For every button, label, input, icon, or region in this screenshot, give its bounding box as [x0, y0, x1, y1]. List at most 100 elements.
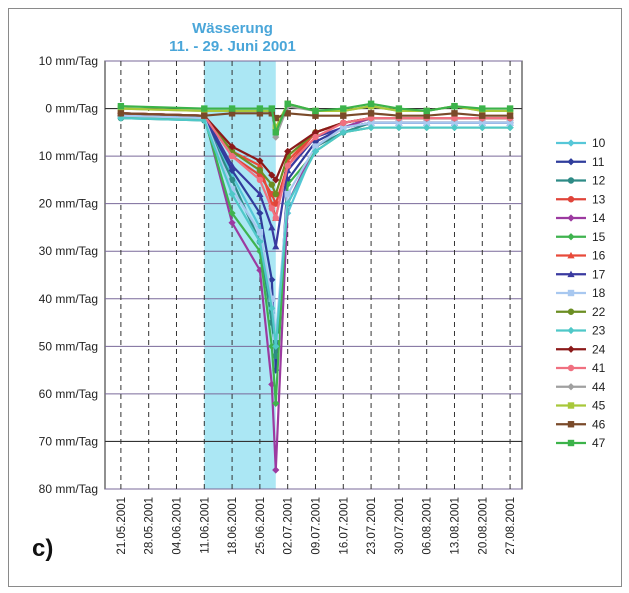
data-point-17 [272, 242, 280, 250]
legend-item-10: 10 [556, 136, 606, 150]
data-point-12 [228, 176, 236, 184]
data-point-47 [228, 105, 236, 112]
legend-item-45: 45 [556, 399, 606, 413]
legend-item-24: 24 [556, 342, 606, 356]
legend-item-17: 17 [556, 267, 606, 281]
data-point-41 [312, 133, 319, 141]
x-tick-label: 16.07.2001 [338, 497, 350, 555]
legend-item-23: 23 [556, 324, 606, 338]
data-point-18 [479, 119, 486, 127]
data-point-41 [268, 205, 275, 212]
chart-title: Wässerung [192, 20, 273, 37]
legend-swatch-marker [567, 326, 575, 335]
data-point-17 [256, 190, 264, 198]
y-tick-label: 10 mm/Tag [39, 54, 98, 68]
legend-label: 23 [592, 324, 606, 338]
data-point-47 [367, 100, 375, 107]
legend-swatch-marker [567, 289, 575, 297]
data-point-46 [479, 112, 486, 119]
legend-item-15: 15 [556, 230, 606, 244]
data-point-41 [340, 119, 347, 127]
data-point-22 [272, 190, 279, 198]
data-point-47 [506, 105, 514, 112]
data-point-18 [451, 119, 458, 127]
data-point-47 [256, 105, 264, 112]
legend-swatch-marker [567, 402, 575, 409]
data-point-23 [311, 147, 320, 155]
y-tick-label: 60 mm/Tag [39, 387, 98, 401]
data-point-23 [268, 304, 276, 312]
legend-item-22: 22 [556, 305, 606, 319]
data-point-23 [395, 123, 403, 132]
legend-item-41: 41 [556, 361, 606, 375]
data-point-14 [228, 219, 236, 227]
x-tick-label: 27.08.2001 [505, 497, 517, 555]
data-point-10 [256, 223, 264, 232]
data-point-46 [272, 114, 279, 122]
y-tick-label: 30 mm/Tag [39, 244, 98, 258]
legend-swatch-marker [567, 270, 575, 278]
chart-subtitle: 11. - 29. Juni 2001 [169, 38, 296, 55]
legend-label: 10 [592, 136, 606, 150]
data-point-18 [256, 229, 264, 236]
data-point-23 [256, 238, 264, 246]
x-tick-label: 09.07.2001 [310, 497, 322, 555]
data-point-18 [228, 186, 236, 193]
data-point-24 [268, 171, 276, 179]
legend-swatch-marker [567, 233, 575, 241]
legend-swatch-marker [567, 251, 575, 259]
x-tick-label: 25.06.2001 [255, 497, 267, 555]
legend-swatch-marker [567, 158, 575, 166]
data-point-24 [228, 143, 236, 151]
legend-label: 47 [592, 436, 606, 450]
legend-item-46: 46 [556, 417, 606, 431]
y-tick-label: 40 mm/Tag [39, 292, 98, 306]
x-tick-label: 04.06.2001 [171, 497, 183, 555]
data-point-47 [117, 102, 125, 110]
legend-item-11: 11 [556, 155, 605, 169]
x-tick-label: 21.05.2001 [116, 497, 128, 555]
legend-label: 13 [592, 192, 606, 206]
data-point-23 [284, 200, 292, 208]
panel-label: c) [32, 535, 54, 562]
data-point-47 [423, 107, 430, 115]
data-point-46 [312, 112, 319, 119]
data-point-15 [228, 209, 236, 217]
plot-area [104, 60, 523, 490]
data-point-17 [228, 162, 236, 169]
y-tick-label: 50 mm/Tag [39, 339, 98, 353]
data-point-23 [228, 190, 236, 198]
data-point-24 [311, 128, 320, 136]
legend-label: 17 [592, 267, 606, 281]
legend-swatch-marker [567, 383, 575, 391]
data-point-24 [284, 147, 292, 155]
legend-swatch-marker [567, 421, 575, 428]
data-point-46 [451, 110, 458, 117]
data-point-23 [367, 123, 375, 132]
data-point-46 [340, 112, 347, 119]
data-point-47 [395, 105, 403, 112]
legend-swatch-marker [567, 177, 575, 184]
legend-item-44: 44 [556, 380, 606, 394]
data-point-23 [478, 123, 486, 132]
legend-label: 15 [592, 230, 606, 244]
data-point-23 [272, 342, 280, 350]
y-tick-label: 80 mm/Tag [39, 482, 98, 496]
data-point-41 [272, 214, 279, 222]
data-point-47 [284, 100, 291, 107]
y-tick-label: 20 mm/Tag [39, 197, 98, 211]
y-tick-label: 0 mm/Tag [45, 102, 98, 116]
data-point-47 [268, 105, 275, 112]
series-47 [117, 100, 514, 136]
legend-swatch-marker [567, 364, 575, 372]
y-tick-label: 70 mm/Tag [39, 434, 98, 448]
data-point-46 [423, 112, 430, 119]
data-point-46 [506, 112, 514, 119]
data-point-18 [312, 143, 319, 150]
legend-swatch-marker [567, 139, 575, 147]
data-point-47 [272, 129, 279, 136]
legend-label: 24 [592, 342, 606, 356]
data-point-18 [268, 295, 275, 302]
data-point-46 [395, 112, 403, 119]
